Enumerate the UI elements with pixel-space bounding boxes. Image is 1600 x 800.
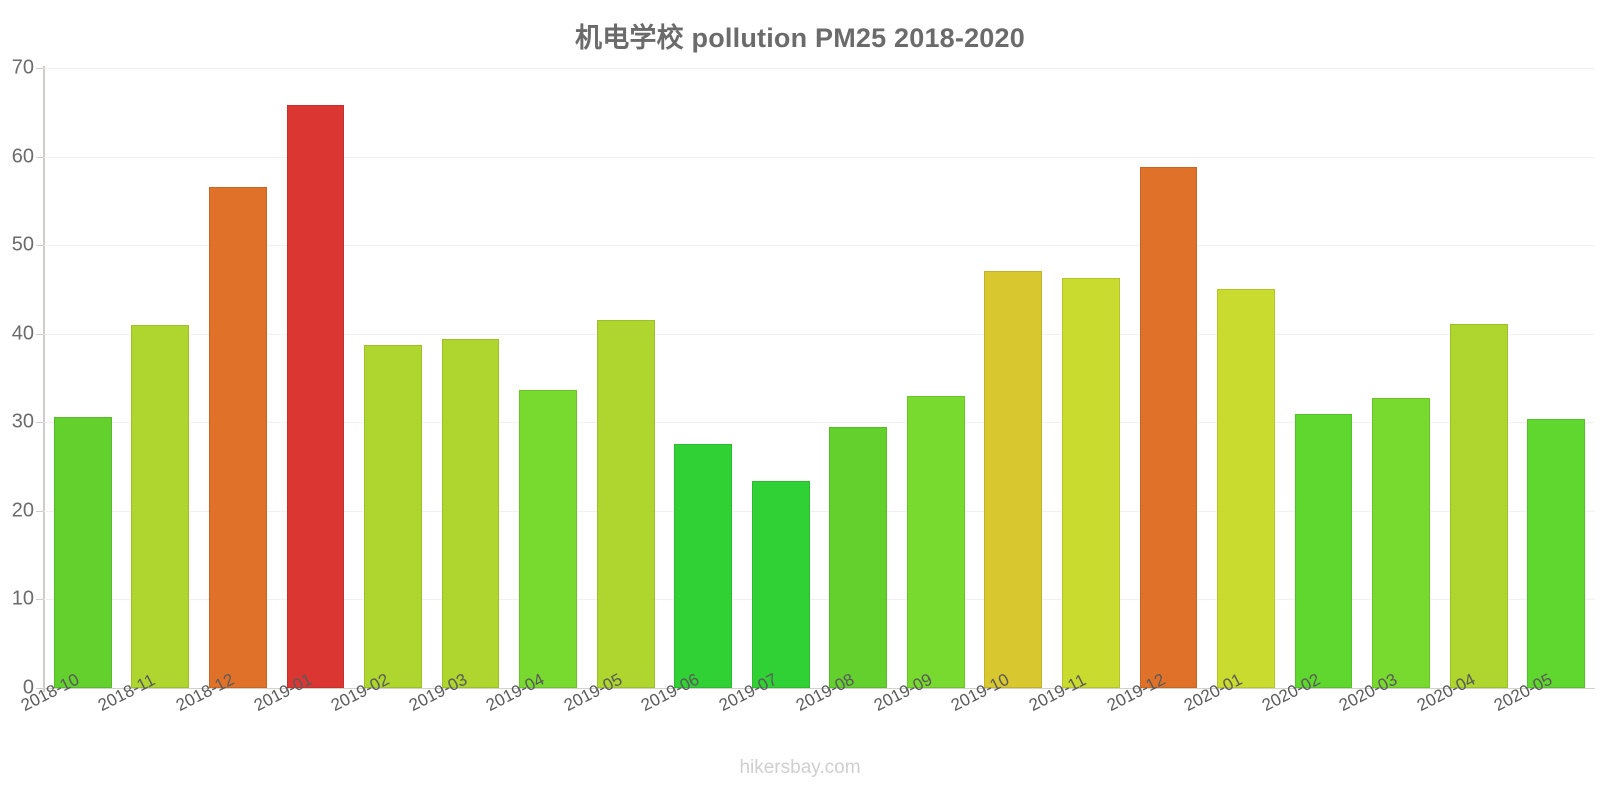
y-axis-tick-label: 10 [11,587,34,610]
gridline [44,333,1595,335]
gridline [44,422,1595,424]
bar-2019-03[interactable] [441,339,500,688]
bar-2020-02[interactable] [1294,414,1353,688]
gridline [44,68,1595,69]
y-axis-tick-mark [36,510,43,512]
y-axis-line [43,66,45,692]
y-axis-tick-mark [36,156,43,158]
bar-2020-04[interactable] [1449,323,1508,688]
bar-2019-12[interactable] [1139,167,1198,688]
bar-2019-11[interactable] [1062,277,1120,688]
y-axis-tick-label: 60 [11,145,34,168]
gridline [44,245,1595,247]
bar-2020-03[interactable] [1372,397,1430,688]
y-axis-tick-mark [36,599,43,601]
bar-2018-11[interactable] [131,324,190,688]
x-axis-line [44,688,1595,689]
bar-2019-05[interactable] [596,319,655,688]
chart-title: 机电学校 pollution PM25 2018-2020 [575,23,1025,53]
bar-2019-10[interactable] [984,270,1043,688]
y-axis-tick-mark [36,245,43,247]
bar-2020-05[interactable] [1527,418,1586,688]
y-axis-tick-label: 40 [11,322,34,345]
bar-2020-01[interactable] [1217,288,1275,688]
bar-2019-08[interactable] [829,426,888,688]
footer-credit: hikersbay.com [739,757,861,778]
plot-area [44,68,1595,688]
gridline [44,599,1595,601]
y-axis-tick-mark [36,422,43,424]
y-axis-tick-label: 50 [11,233,34,256]
bar-2019-02[interactable] [364,345,422,688]
bar-2018-10[interactable] [53,416,112,688]
bar-2019-04[interactable] [519,389,577,688]
y-axis-tick-mark [36,68,43,69]
gridline [44,510,1595,512]
y-axis-tick-label: 0 [22,676,34,699]
bar-2019-07[interactable] [751,480,810,688]
y-axis-tick-label: 20 [11,499,34,522]
bar-2019-06[interactable] [674,444,733,688]
y-axis-tick-mark [36,333,43,335]
bar-2019-09[interactable] [906,395,965,688]
bar-2019-01[interactable] [286,105,345,688]
gridline [44,156,1595,158]
bar-2018-12[interactable] [208,186,267,688]
y-axis-tick-label: 70 [11,56,34,79]
y-axis-tick-mark [36,688,43,689]
y-axis-tick-label: 30 [11,410,34,433]
